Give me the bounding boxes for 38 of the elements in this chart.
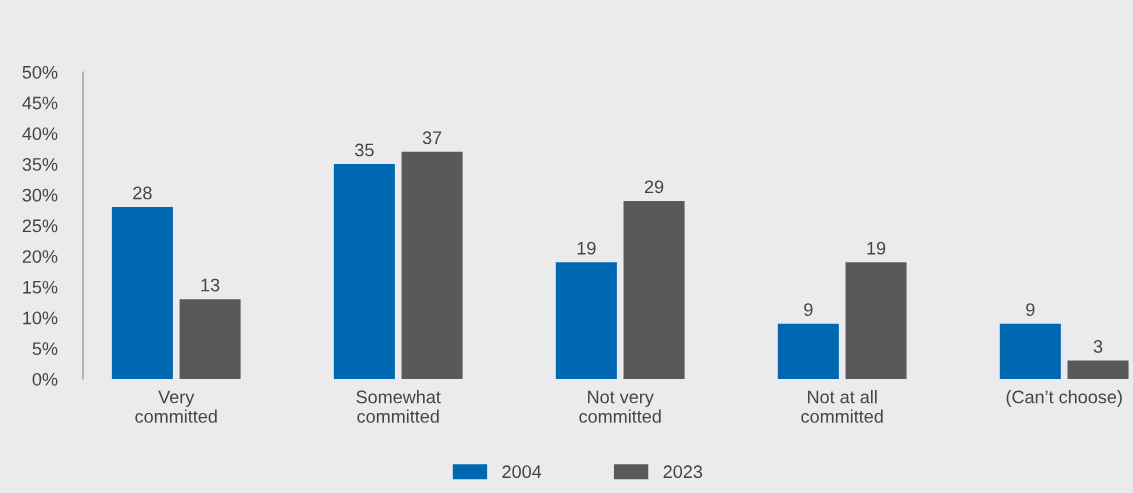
legend-label: 2004 [502, 465, 542, 479]
y-tick-label: 20% [22, 250, 58, 263]
data-label: 3 [1093, 340, 1103, 353]
legend-label: 2023 [663, 465, 703, 479]
bar [555, 262, 617, 379]
bar [1067, 360, 1129, 379]
y-tick-label: 45% [22, 96, 58, 110]
y-tick-label: 5% [32, 342, 58, 356]
bar [179, 299, 241, 379]
y-tick-label: 10% [23, 311, 58, 325]
data-label: 19 [867, 241, 886, 255]
data-label: 9 [804, 303, 813, 316]
bar [777, 323, 839, 379]
bar [401, 151, 463, 379]
bar [333, 164, 395, 379]
x-tick-label: Somewhat committed [356, 390, 441, 423]
bar [999, 323, 1061, 379]
y-tick-label: 30% [22, 188, 58, 202]
data-label: 28 [133, 186, 152, 200]
bar [623, 200, 685, 379]
y-tick-label: 50% [22, 65, 58, 79]
data-label: 19 [577, 241, 596, 255]
x-tick-label: Very committed [135, 390, 217, 423]
y-tick-label: 25% [22, 219, 58, 233]
y-tick-label: 35% [22, 158, 58, 171]
y-tick-label: 15% [23, 280, 58, 294]
x-tick-label: Not very committed [579, 390, 661, 423]
y-tick-label: 0% [32, 372, 58, 386]
x-tick-label: Not at all committed [801, 390, 883, 423]
y-tick-label: 40% [22, 127, 58, 141]
data-label: 13 [201, 278, 220, 292]
bar [845, 262, 907, 379]
x-tick-label: (Can’t choose) [1006, 390, 1122, 407]
bar [111, 207, 173, 379]
data-label: 37 [422, 131, 442, 145]
data-label: 9 [1026, 303, 1035, 316]
data-label: 35 [355, 143, 374, 157]
data-label: 29 [644, 180, 664, 194]
